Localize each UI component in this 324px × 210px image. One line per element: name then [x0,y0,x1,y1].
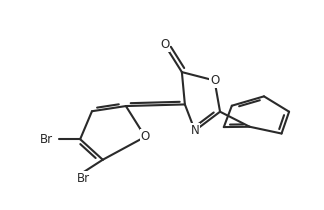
Text: O: O [141,130,150,143]
Text: N: N [191,124,199,137]
Text: O: O [160,38,169,51]
Text: O: O [210,74,219,87]
Text: Br: Br [77,172,90,185]
Text: Br: Br [40,133,53,146]
